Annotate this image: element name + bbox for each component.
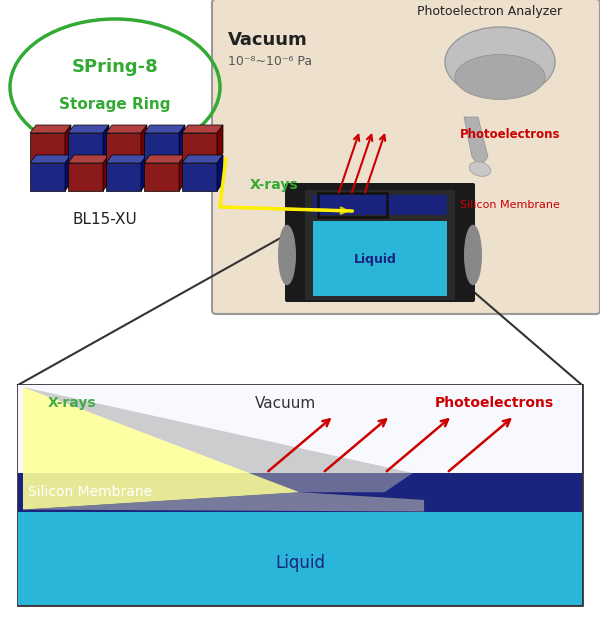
Text: Silicon Membrane: Silicon Membrane <box>460 200 560 210</box>
Polygon shape <box>182 125 223 133</box>
Polygon shape <box>68 155 109 163</box>
Polygon shape <box>464 117 488 167</box>
Text: Storage Ring: Storage Ring <box>59 97 171 112</box>
Bar <box>106 133 141 161</box>
Polygon shape <box>141 155 147 191</box>
Polygon shape <box>23 387 413 492</box>
Bar <box>182 133 217 161</box>
Polygon shape <box>23 492 424 511</box>
Text: X-rays: X-rays <box>48 395 97 410</box>
Polygon shape <box>217 155 223 191</box>
Text: Liquid: Liquid <box>353 254 397 267</box>
Polygon shape <box>103 125 109 161</box>
Polygon shape <box>103 155 109 191</box>
Polygon shape <box>217 125 223 161</box>
Bar <box>68 163 103 191</box>
Polygon shape <box>30 155 71 163</box>
Text: Vacuum: Vacuum <box>228 31 308 49</box>
Bar <box>30 133 65 161</box>
Polygon shape <box>179 155 185 191</box>
Text: Photoelectron Analyzer: Photoelectron Analyzer <box>418 5 563 18</box>
Polygon shape <box>179 125 185 161</box>
Polygon shape <box>144 155 185 163</box>
Bar <box>30 163 65 191</box>
Text: Liquid: Liquid <box>275 554 325 572</box>
Ellipse shape <box>278 225 296 285</box>
Bar <box>318 193 387 217</box>
Ellipse shape <box>455 54 545 99</box>
Polygon shape <box>30 125 71 133</box>
Bar <box>305 190 455 300</box>
Ellipse shape <box>464 225 482 285</box>
Text: 10⁻⁸~10⁻⁶ Pa: 10⁻⁸~10⁻⁶ Pa <box>228 55 312 68</box>
Polygon shape <box>144 125 185 133</box>
Bar <box>313 221 447 296</box>
Polygon shape <box>106 155 147 163</box>
Polygon shape <box>106 125 147 133</box>
Bar <box>18 511 582 605</box>
Text: SPring-8: SPring-8 <box>71 58 158 76</box>
Bar <box>144 133 179 161</box>
Text: Vacuum: Vacuum <box>255 395 316 410</box>
Bar <box>182 163 217 191</box>
Polygon shape <box>141 125 147 161</box>
Text: Photoelectrons: Photoelectrons <box>434 395 554 410</box>
Polygon shape <box>68 125 109 133</box>
Polygon shape <box>182 155 223 163</box>
Ellipse shape <box>469 162 491 176</box>
Bar <box>68 133 103 161</box>
Text: Silicon Membrane: Silicon Membrane <box>28 485 152 499</box>
Polygon shape <box>23 387 300 510</box>
Bar <box>106 163 141 191</box>
Text: X-rays: X-rays <box>250 178 299 192</box>
Bar <box>144 163 179 191</box>
Text: Photoelectrons: Photoelectrons <box>460 128 560 141</box>
FancyBboxPatch shape <box>18 385 582 605</box>
Bar <box>18 385 582 473</box>
Ellipse shape <box>445 27 555 97</box>
Bar <box>313 195 447 215</box>
FancyBboxPatch shape <box>212 0 600 314</box>
Text: BL15-XU: BL15-XU <box>73 212 137 228</box>
Polygon shape <box>65 125 71 161</box>
FancyBboxPatch shape <box>285 183 475 302</box>
Polygon shape <box>65 155 71 191</box>
Bar <box>18 473 582 511</box>
